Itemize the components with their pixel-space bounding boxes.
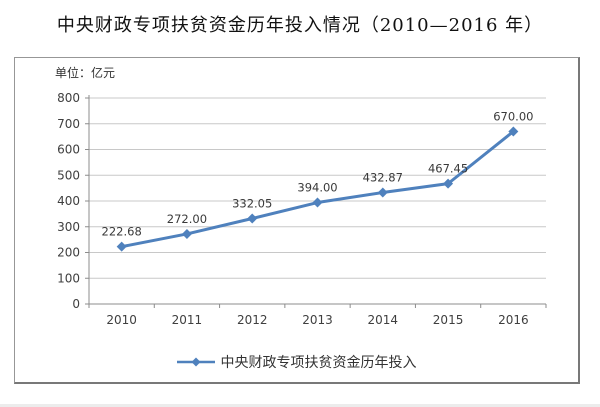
svg-text:100: 100	[57, 271, 80, 285]
svg-text:394.00: 394.00	[297, 181, 337, 195]
legend: 中央财政专项扶贫资金历年投入	[15, 352, 578, 372]
svg-text:670.00: 670.00	[493, 109, 533, 123]
svg-text:0: 0	[72, 297, 80, 311]
legend-line-marker-icon	[176, 357, 215, 367]
svg-text:2011: 2011	[172, 313, 203, 327]
svg-text:2014: 2014	[368, 313, 399, 327]
screenshot-bottom-edge	[0, 404, 600, 407]
svg-text:700: 700	[57, 117, 80, 131]
chart-title: 中央财政专项扶贫资金历年投入情况（2010—2016 年）	[56, 15, 544, 36]
svg-text:272.00: 272.00	[167, 212, 207, 226]
svg-text:432.87: 432.87	[363, 171, 403, 185]
svg-text:2010: 2010	[106, 313, 137, 327]
svg-text:2016: 2016	[498, 313, 529, 327]
chart-container: 单位：亿元 0 100 200 300 400 500 600 700 800 2010 2011 2…	[14, 57, 580, 384]
unit-label: 单位：亿元	[55, 66, 116, 80]
svg-text:332.05: 332.05	[232, 196, 272, 210]
svg-text:400: 400	[57, 194, 80, 208]
legend-label: 中央财政专项扶贫资金历年投入	[220, 355, 417, 371]
svg-text:800: 800	[57, 91, 80, 105]
svg-text:600: 600	[57, 143, 80, 157]
svg-text:200: 200	[57, 246, 80, 260]
svg-text:2015: 2015	[433, 313, 464, 327]
svg-text:467.45: 467.45	[428, 162, 468, 176]
svg-text:500: 500	[57, 168, 80, 182]
svg-text:222.68: 222.68	[102, 225, 142, 239]
line-chart-plot: 0 100 200 300 400 500 600 700 800 2010 2011 2012 201…	[57, 91, 547, 327]
svg-text:2012: 2012	[237, 313, 268, 327]
svg-text:2013: 2013	[302, 313, 333, 327]
svg-text:300: 300	[57, 220, 80, 234]
